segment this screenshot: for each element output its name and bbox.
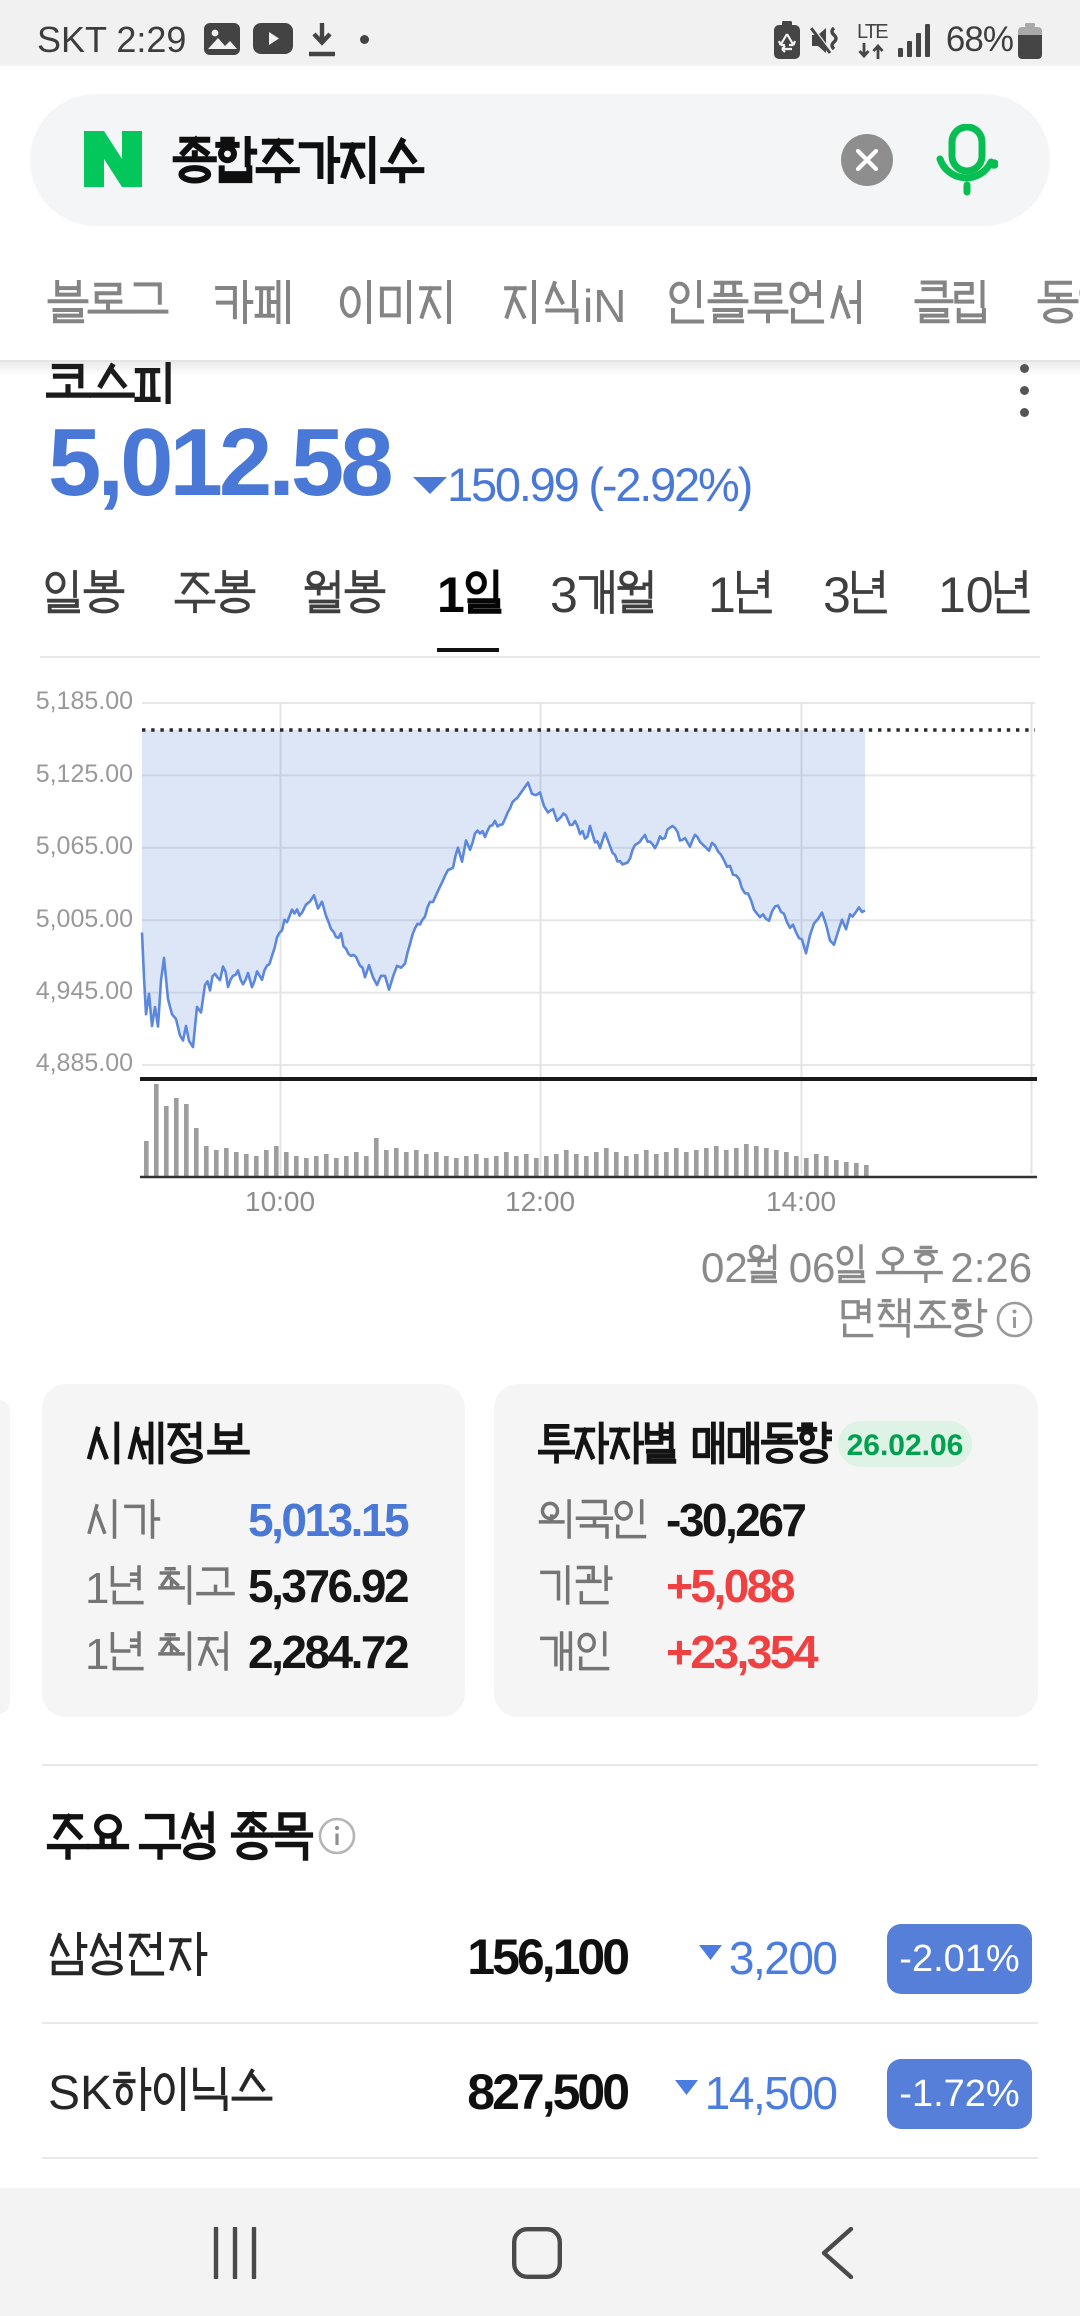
svg-text:2:26: 2:26 <box>950 1244 1032 1291</box>
svg-text:3: 3 <box>823 567 851 623</box>
svg-text:iN: iN <box>583 280 626 332</box>
svg-text:1: 1 <box>708 567 736 623</box>
svg-text:10: 10 <box>938 567 994 623</box>
svg-text:1: 1 <box>85 1630 109 1679</box>
svg-text:02: 02 <box>701 1244 748 1291</box>
svg-text:SK: SK <box>48 2067 112 2120</box>
svg-text:3: 3 <box>550 567 578 623</box>
svg-text:06: 06 <box>789 1244 836 1291</box>
svg-text:1: 1 <box>85 1564 109 1613</box>
svg-text:1: 1 <box>437 567 465 623</box>
